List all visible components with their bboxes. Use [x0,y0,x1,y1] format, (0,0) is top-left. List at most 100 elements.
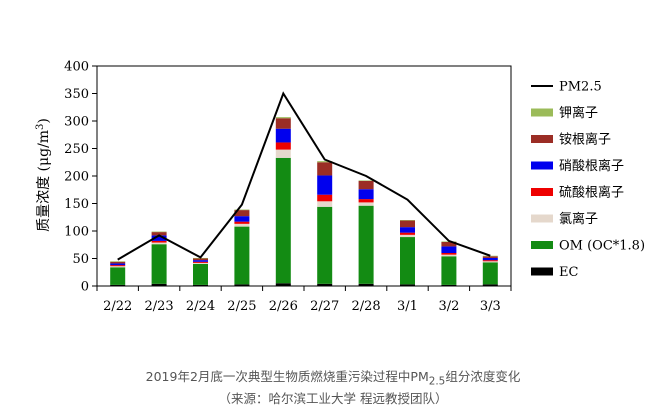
bar-segment [358,199,374,203]
x-tick-label: 2/22 [103,299,132,314]
bar-segment [275,149,291,158]
bar-segment [151,240,167,243]
bar-segment [234,210,250,217]
legend-swatch [531,267,553,276]
legend-swatch [531,214,553,223]
legend-swatch [531,108,553,117]
y-tick-label: 100 [64,225,89,240]
bar-segment [151,283,167,286]
bar-segment [275,283,291,286]
chart-svg: 0 50 100 150 200 250 300 350 400 2/22 2/23 2/24 2/2… [35,60,646,315]
bar-segment [193,261,208,263]
bar-segment [234,223,250,227]
bar-segment [441,284,457,286]
x-tick-label: 2/25 [227,299,256,314]
y-tick-label: 400 [64,60,89,75]
bar-segment [275,128,291,143]
bar-segment [193,258,208,261]
bar-segment [151,235,167,241]
bar-segment [400,234,415,238]
y-axis-label: 质量浓度 (μg/m3) [35,118,53,232]
bar-segment [110,261,126,264]
bar-segment [110,265,126,267]
bar-segment [110,284,126,286]
bar-segment [234,221,250,224]
legend-label: 硫酸根离子 [559,185,624,201]
bar-segment [317,175,333,195]
bar-segment [482,256,498,258]
bar-segment [482,257,498,261]
bar-segment [110,266,126,268]
bar-segment [317,194,333,202]
bar-segment [275,157,291,284]
bar-segment [234,284,250,286]
pm25-line [117,91,491,261]
bar-segment [275,117,291,119]
bar-segment [317,206,333,284]
bar-segment [275,118,291,129]
bar-segment [151,231,167,233]
x-tick-label: 2/23 [144,299,173,314]
bar-segment [400,227,415,233]
bar-segment [441,246,457,253]
bar-segment [193,264,208,285]
y-tick-label: 150 [64,197,89,212]
bar-segment [482,262,498,285]
y-tick-label: 50 [72,252,89,267]
bar-segment [441,242,457,247]
bar-segment [317,162,333,176]
x-tick-label: 3/2 [438,299,459,314]
bar-segment [482,284,498,286]
legend-swatch [531,188,553,196]
legend-label: OM (OC*1.8) [559,239,645,254]
legend-label: EC [559,265,578,280]
legend-label: 氯离子 [559,211,598,227]
bar-segment [400,220,415,228]
bar-segment [193,284,208,286]
bar-segment [317,283,333,286]
bar-segment [358,283,374,286]
bar-segment [482,260,498,262]
legend-swatch [531,135,553,143]
bar-segment [110,261,126,262]
bar-segment [400,237,415,285]
legend-label: 硝酸根离子 [559,158,624,174]
caption-title: 2019年2月底一次典型生物质燃烧重污染过程中PM2.5组分浓度变化 [145,369,521,388]
bar-segment [441,253,457,255]
x-tick-label: 2/27 [310,299,339,314]
bar-segment [358,202,374,206]
x-tick-label: 2/26 [269,299,298,314]
x-tick-label: 2/24 [186,299,215,314]
y-tick-label: 0 [81,280,89,295]
bar-segment [441,254,457,257]
bar-segment [151,244,167,284]
bar-segment [400,232,415,235]
bar-segment [151,232,167,236]
bar-segment [234,209,250,211]
bar-segment [400,284,415,286]
bar-segment [317,161,333,163]
legend-swatch [531,161,553,170]
bar-segment [275,142,291,150]
bar-segment [151,242,167,245]
y-tick-label: 300 [64,115,89,130]
y-tick-label: 200 [64,170,89,185]
bar-segment [234,216,250,222]
legend-label: 钾离子 [559,105,598,121]
bar-segment [193,260,208,262]
bar-segment [358,205,374,284]
x-tick-label: 3/1 [397,299,418,314]
bar-segment [482,255,498,257]
legend-label: 铵根离子 [559,132,611,148]
legend-swatch [531,241,553,249]
bar-segment [234,226,250,285]
bar-segment [358,189,374,200]
bar-segment [441,256,457,285]
bar-segment [482,261,498,263]
caption-source: （来源：哈尔滨工业大学 程远教授团队） [218,391,448,406]
x-tick-label: 3/3 [480,299,501,314]
bar-segment [110,267,126,285]
bar-segment [358,180,374,181]
y-tick-label: 350 [64,87,89,102]
